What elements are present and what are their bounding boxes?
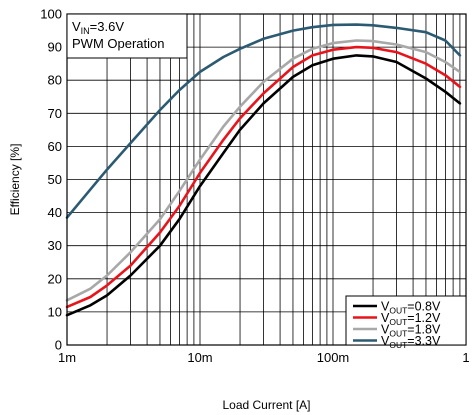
legend-label-main: V [381, 300, 390, 314]
legend-label-4: VOUT=3.3V [381, 334, 441, 350]
legend-label-sub: OUT [389, 317, 407, 327]
note-frame [66, 13, 188, 59]
legend-frame [345, 295, 467, 346]
note-mode: PWM Operation [72, 36, 164, 51]
series-line-3 [65, 39, 462, 302]
note-vin-sub: IN [81, 26, 90, 36]
legend-label-3: VOUT=1.8V [381, 323, 441, 339]
x-tick-label: 100m [317, 350, 350, 365]
legend-label-sub: OUT [389, 329, 407, 339]
note-vin-value: =3.6V [90, 19, 125, 34]
plot-frame [66, 13, 467, 346]
note-vin-main: V [72, 19, 81, 34]
legend-label-value: =1.8V [407, 323, 441, 337]
legend-label-1: VOUT=0.8V [381, 300, 441, 316]
legend-label-value: =1.2V [407, 311, 441, 325]
x-tick-label: 1 [462, 350, 469, 365]
legend-label-value: =3.3V [407, 334, 441, 348]
y-tick-label: 60 [48, 139, 62, 154]
y-tick-label: 90 [48, 40, 62, 55]
y-axis-label: Efficiency [%] [8, 144, 22, 216]
x-tick-label: 1m [58, 350, 76, 365]
series-line-1 [65, 54, 462, 317]
y-tick-label: 10 [48, 304, 62, 319]
legend-label-value: =0.8V [407, 300, 441, 314]
tick-labels: 0 10 20 30 40 50 60 70 80 90 100 1m 10m 100m 1 [40, 7, 469, 366]
legend-label-sub: OUT [389, 306, 407, 316]
y-tick-label: 70 [48, 106, 62, 121]
y-tick-label: 80 [48, 73, 62, 88]
y-tick-label: 30 [48, 238, 62, 253]
y-tick-label: 100 [40, 7, 62, 22]
series-lines [65, 23, 462, 317]
y-tick-label: 50 [48, 172, 62, 187]
series-line-2 [65, 45, 462, 309]
legend-label-sub: OUT [389, 340, 407, 350]
legend-label-2: VOUT=1.2V [381, 311, 441, 327]
legend-label-main: V [381, 311, 390, 325]
condition-note: VIN=3.6V PWM Operation [66, 13, 188, 59]
legend-label-main: V [381, 323, 390, 337]
legend-label-main: V [381, 334, 390, 348]
x-tick-label: 10m [187, 350, 212, 365]
series-line-4 [65, 23, 462, 219]
y-tick-label: 20 [48, 271, 62, 286]
grid [66, 13, 466, 346]
note-vin: VIN=3.6V [72, 19, 124, 36]
x-axis-label: Load Current [A] [222, 398, 310, 412]
y-tick-label: 40 [48, 205, 62, 220]
y-tick-label: 0 [55, 338, 62, 353]
